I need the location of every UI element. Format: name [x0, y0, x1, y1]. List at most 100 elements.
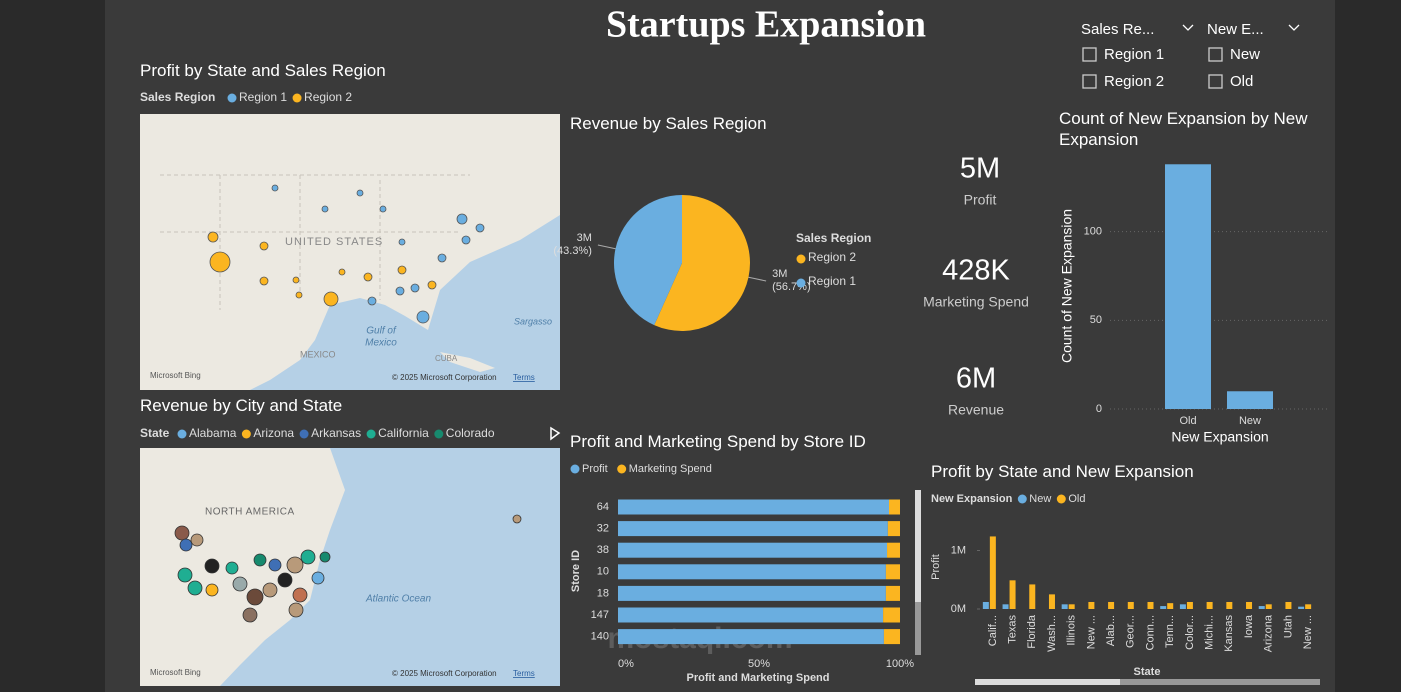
map-label: Sargasso	[514, 316, 552, 326]
x-tick-label: Texas	[1006, 615, 1018, 644]
slicer-title[interactable]: New E...	[1207, 21, 1264, 38]
slicer-chevron[interactable]	[1288, 24, 1300, 31]
x-tick-label: Geor...	[1125, 615, 1137, 648]
bar	[1108, 601, 1115, 609]
bubble	[271, 184, 279, 192]
map-bubbles	[174, 514, 522, 623]
bar	[982, 601, 989, 609]
bubble	[292, 276, 300, 284]
checkbox[interactable]	[1082, 74, 1097, 89]
bubble	[300, 549, 316, 565]
y-axis-title: Store ID	[570, 550, 582, 592]
legend-marker	[177, 429, 187, 439]
bubble	[268, 558, 282, 572]
bubble	[461, 235, 471, 245]
legend-marker	[434, 429, 444, 439]
kpi-value: 6M	[956, 363, 996, 395]
x-axis-title: State	[1134, 666, 1161, 678]
bubble	[338, 268, 346, 276]
map-terms[interactable]: Terms	[513, 373, 535, 382]
map-revenue	[140, 426, 1320, 686]
legend-label: New	[1029, 493, 1051, 505]
bar-segment	[887, 521, 900, 537]
bubble	[187, 580, 203, 596]
x-tick-label: Utah	[1282, 615, 1294, 638]
y-tick-label: 147	[591, 609, 609, 621]
map-credit: Microsoft Bing	[150, 668, 201, 677]
slicer-option[interactable]: New	[1230, 46, 1260, 63]
x-tick-label: Iowa	[1243, 614, 1255, 638]
bubble	[207, 231, 219, 243]
x-tick-label: Arizona	[1263, 614, 1275, 652]
y-tick-label: 100	[1084, 226, 1102, 238]
map-land	[440, 352, 495, 372]
y-tick-label: 32	[597, 523, 609, 535]
bubble	[179, 538, 193, 552]
bubble	[295, 291, 303, 299]
slicer-option[interactable]: Region 1	[1104, 46, 1164, 63]
checkbox[interactable]	[1208, 47, 1223, 62]
x-tick-label: 100%	[886, 658, 914, 670]
bubble	[311, 571, 325, 585]
bar	[1009, 580, 1016, 609]
legend-marker	[1056, 494, 1066, 504]
x-tick-label: Michi...	[1204, 615, 1216, 650]
y-tick-label: 0	[1096, 403, 1102, 415]
bar	[989, 536, 996, 609]
legend-next-arrow[interactable]	[550, 426, 561, 441]
y-tick-label: 64	[597, 501, 609, 513]
data-label: 3M	[772, 268, 787, 280]
slicer-chevron[interactable]	[1182, 24, 1194, 31]
bubble	[277, 572, 293, 588]
y-tick-label: 50	[1090, 314, 1102, 326]
slicer-title[interactable]: Sales Re...	[1081, 21, 1154, 38]
bubble	[416, 310, 430, 324]
bubble	[356, 189, 364, 197]
visual-title: Revenue by City and State	[140, 396, 343, 415]
map-credit: Microsoft Bing	[150, 371, 201, 380]
bubble	[379, 205, 387, 213]
scrollbar-thumb[interactable]	[975, 679, 1120, 685]
legend-label: Profit	[582, 463, 608, 475]
visual-title: Profit by State and Sales Region	[140, 61, 386, 80]
bubble	[292, 587, 308, 603]
checkbox[interactable]	[1082, 47, 1097, 62]
visual-title: Revenue by Sales Region	[570, 114, 767, 133]
legend-title: Sales Region	[796, 231, 871, 245]
bubble	[259, 241, 269, 251]
legend-label: Region 2	[304, 90, 352, 104]
bubble	[319, 551, 331, 563]
kpi-label: Profit	[964, 192, 997, 208]
checkbox[interactable]	[1208, 74, 1223, 89]
map-label: UNITED STATES	[285, 236, 383, 248]
bar	[1068, 604, 1075, 609]
report-title: Startups Expansion	[606, 4, 926, 46]
scrollbar-thumb[interactable]	[915, 490, 921, 602]
bar-segment	[883, 629, 900, 645]
bar	[1029, 584, 1036, 609]
bar	[1305, 604, 1312, 609]
slicer-option[interactable]: Region 2	[1104, 73, 1164, 90]
map-terms[interactable]: Terms	[513, 669, 535, 678]
kpi-label: Revenue	[948, 402, 1004, 418]
map-land	[140, 114, 560, 390]
scrollbar[interactable]	[975, 679, 1320, 685]
legend-label: Region 1	[239, 90, 287, 104]
legend-marker	[366, 429, 376, 439]
bar-segment	[618, 629, 884, 645]
bubble	[246, 588, 264, 606]
bubble	[253, 553, 267, 567]
legend-marker	[299, 429, 309, 439]
bar	[1285, 601, 1292, 609]
bubble	[190, 533, 204, 547]
map-label: Atlantic Ocean	[365, 594, 431, 605]
x-axis-title: New Expansion	[1171, 429, 1268, 445]
x-tick-label: Wash...	[1046, 615, 1058, 652]
legend-label: Region 2	[808, 250, 856, 264]
bubble	[475, 223, 485, 233]
bubble	[262, 582, 278, 598]
slicer-option[interactable]: Old	[1230, 73, 1253, 90]
map-label: NORTH AMERICA	[205, 507, 295, 518]
bubble	[398, 238, 406, 246]
